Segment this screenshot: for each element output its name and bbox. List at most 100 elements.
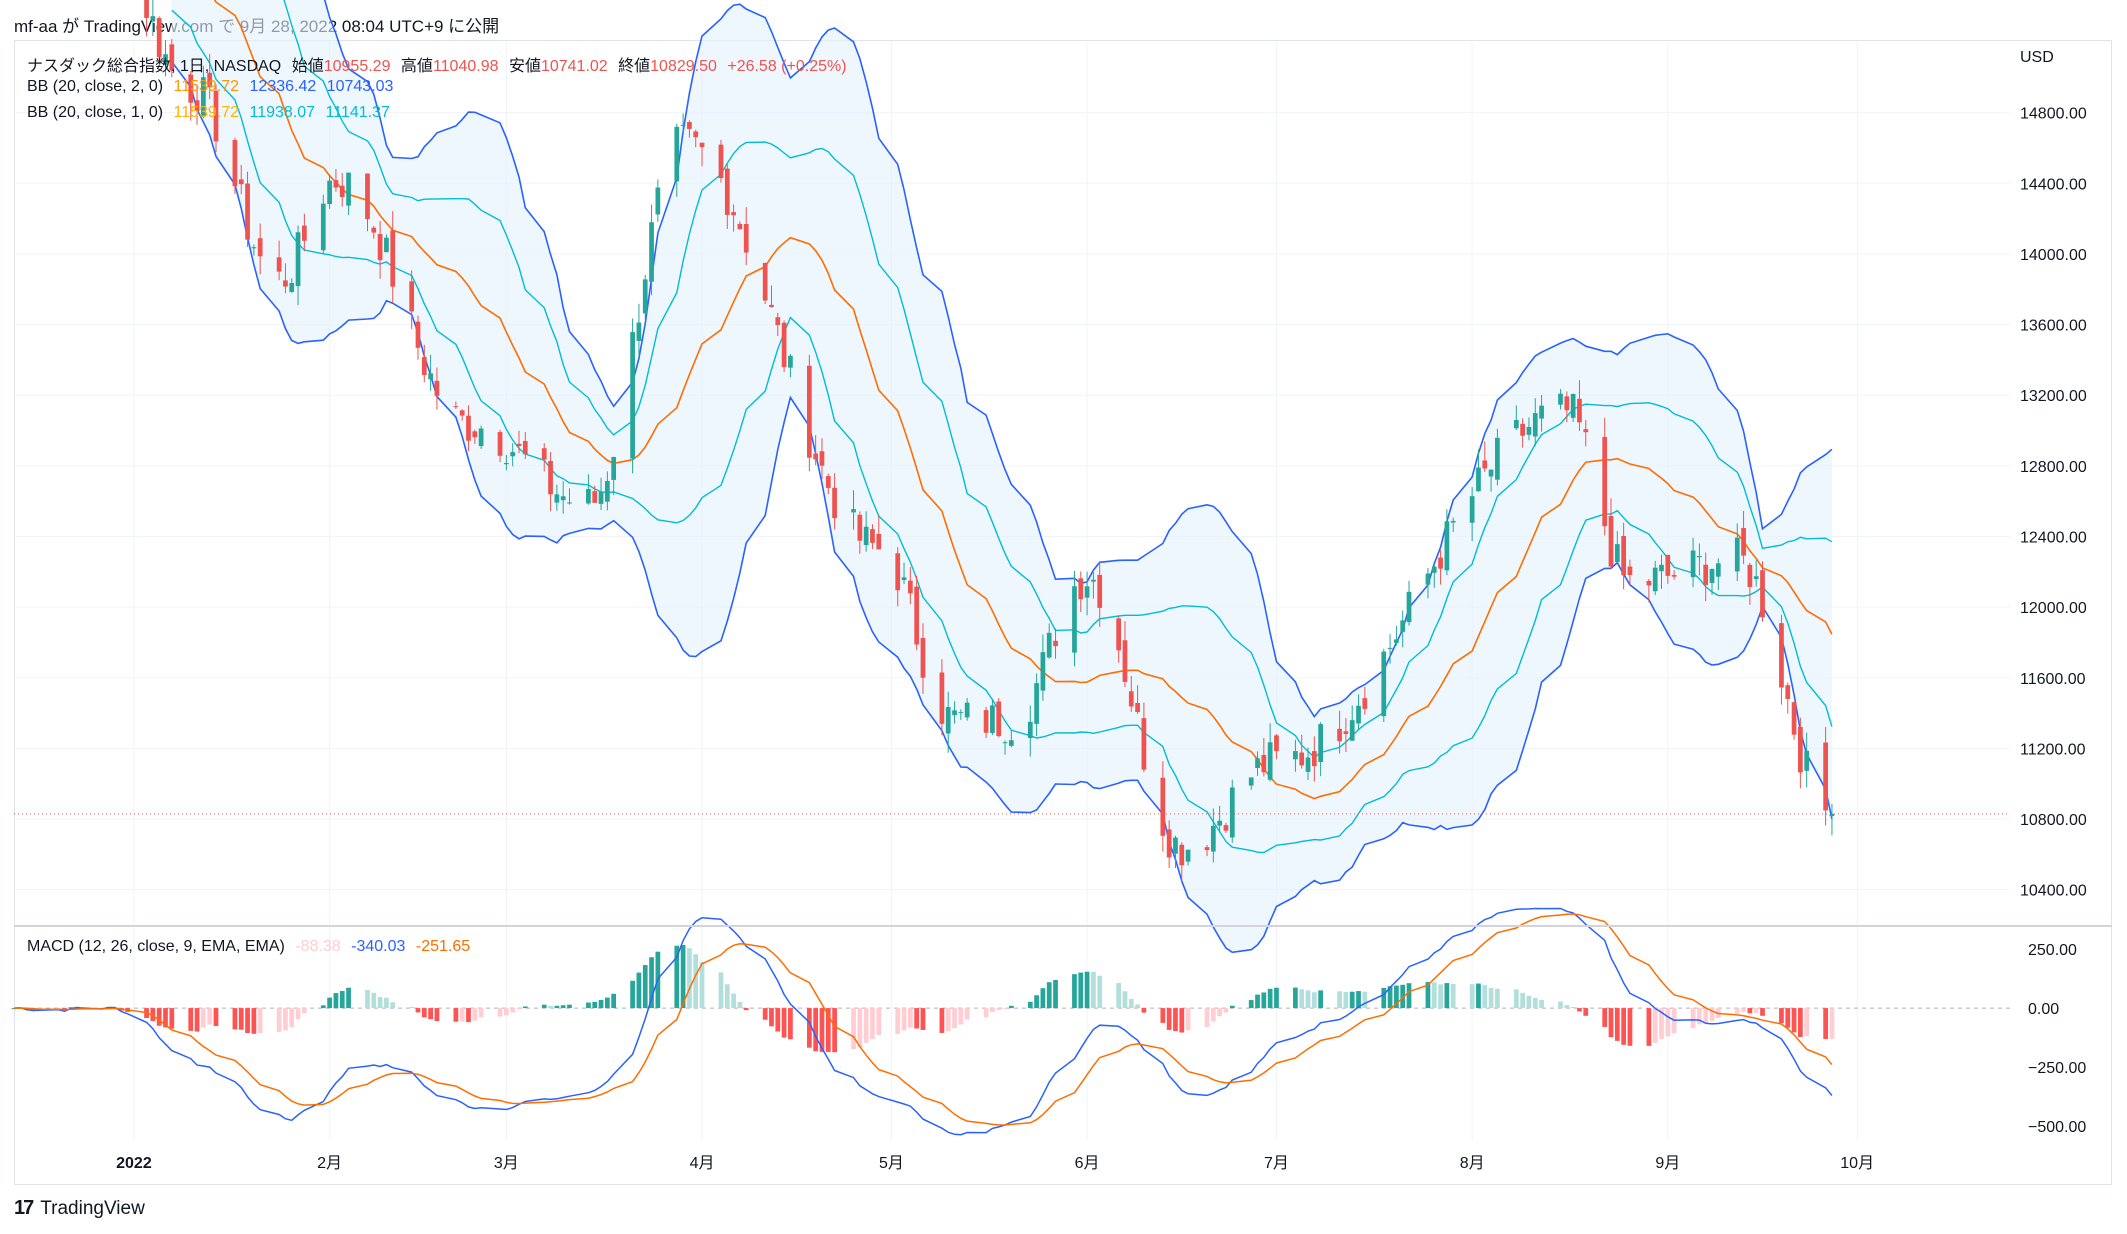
macd-histogram-bar <box>1570 1006 1576 1009</box>
macd-histogram-bar <box>301 1008 307 1014</box>
candle-body <box>1128 691 1134 707</box>
candle-body <box>642 279 648 314</box>
chart-frame[interactable] <box>14 40 2112 1185</box>
time-tick-label: 3月 <box>494 1155 519 1172</box>
macd-histogram-bar <box>1141 1008 1147 1013</box>
candle-body <box>434 380 440 396</box>
candle-body <box>611 457 617 480</box>
price-tick-label: 11600.00 <box>2020 671 2086 688</box>
tradingview-logo[interactable]: 17 TradingView <box>14 1197 145 1220</box>
candle-body <box>1046 632 1052 658</box>
candle-body <box>201 77 206 116</box>
macd-histogram-bar <box>990 1008 995 1013</box>
candle-body <box>257 238 263 257</box>
candle-body <box>1318 724 1324 763</box>
macd-histogram-bar <box>283 1008 288 1031</box>
candle-body <box>289 282 295 292</box>
candle-body <box>813 453 819 460</box>
macd-histogram-bar <box>1173 1008 1178 1032</box>
time-tick-label: 10月 <box>1840 1155 1874 1172</box>
bb1-label: BB (20, close, 1, 0) <box>27 104 164 121</box>
macd-histogram-bar <box>1128 998 1134 1009</box>
macd-histogram-bar <box>1267 988 1273 1009</box>
macd-histogram-bar <box>1520 992 1526 1009</box>
macd-histogram-bar <box>1526 995 1532 1009</box>
macd-histogram-bar <box>245 1008 250 1033</box>
candle-body <box>390 230 396 287</box>
candle-body <box>1747 564 1753 587</box>
macd-histogram-bar <box>1779 1008 1784 1024</box>
candle-body <box>958 712 964 714</box>
macd-histogram-bar <box>1008 1005 1014 1009</box>
macd-histogram-bar <box>945 1008 951 1032</box>
candle-body <box>213 90 219 142</box>
candle-body <box>983 710 989 733</box>
candle-body <box>1665 554 1671 576</box>
macd-histogram-bar <box>415 1008 421 1013</box>
candle-body <box>1741 528 1746 556</box>
candle-body <box>283 280 288 287</box>
candle-body <box>1084 586 1090 598</box>
candle-body <box>1053 640 1058 647</box>
candle-body <box>724 168 730 215</box>
legend-low-label: 安値 <box>508 58 541 75</box>
candle-body <box>1785 685 1791 699</box>
chart-canvas[interactable]: USD 10400.00 10800.00 11200.00 11600.00 12000… <box>0 0 2127 1190</box>
candle-body <box>636 322 642 341</box>
candle-body <box>409 281 415 312</box>
candle-body <box>1204 847 1210 851</box>
candle-body <box>920 637 926 678</box>
candle-body <box>1488 469 1494 477</box>
legend-change: +26.58 (+0.25%) <box>727 58 847 75</box>
candle-body <box>895 553 901 591</box>
macd-histogram-bar <box>1495 988 1500 1009</box>
macd-histogram-bar <box>421 1008 427 1018</box>
candle-body <box>819 451 825 466</box>
macd-histogram-bar <box>1084 971 1090 1009</box>
candle-body <box>1349 720 1355 741</box>
candle-body <box>466 415 471 441</box>
price-tick-label: 12000.00 <box>2020 600 2087 617</box>
candle-body <box>964 702 970 718</box>
candle-body <box>510 452 516 457</box>
macd-histogram-bar <box>737 1001 743 1009</box>
candle-body <box>737 223 743 230</box>
candle-body <box>1646 580 1652 586</box>
macd-hist-value: -88.38 <box>295 938 341 955</box>
macd-histogram-bar <box>163 1008 168 1028</box>
macd-histogram-bar <box>1356 991 1361 1009</box>
candle-body <box>1040 652 1046 691</box>
candle-body <box>1406 591 1412 623</box>
candle-body <box>1097 574 1103 608</box>
candle-body <box>1431 566 1437 573</box>
candle-body <box>775 317 781 326</box>
candle-body <box>1709 569 1715 583</box>
macd-histogram-bar <box>1438 984 1443 1009</box>
candle-body <box>990 705 995 734</box>
macd-histogram-bar <box>825 1008 831 1052</box>
price-tick-label: 14000.00 <box>2020 247 2087 264</box>
price-pane <box>14 0 2010 1140</box>
macd-signal-line <box>13 913 1833 1126</box>
candle-body <box>497 432 503 456</box>
candle-body <box>1343 731 1349 734</box>
macd-histogram-bar <box>1046 982 1052 1009</box>
candle-body <box>680 124 686 126</box>
candle-body <box>1166 829 1172 858</box>
macd-histogram-bar <box>1621 1008 1627 1045</box>
macd-histogram-bar <box>1608 1008 1614 1038</box>
macd-histogram-bar <box>1532 997 1538 1009</box>
candle-body <box>459 410 465 416</box>
candle-body <box>604 480 610 502</box>
candle-body <box>1526 426 1532 435</box>
macd-histogram-bar <box>611 993 617 1009</box>
macd-histogram-bar <box>503 1008 509 1016</box>
candle-body <box>1627 566 1633 576</box>
macd-histogram-bar <box>996 1008 1002 1011</box>
candle-body <box>503 462 509 465</box>
macd-histogram-bar <box>1697 1008 1702 1025</box>
macd-histogram-bar <box>674 945 680 1009</box>
macd-histogram-bar <box>156 1008 162 1026</box>
macd-histogram-bar <box>548 1005 553 1009</box>
candle-body <box>1356 705 1361 724</box>
